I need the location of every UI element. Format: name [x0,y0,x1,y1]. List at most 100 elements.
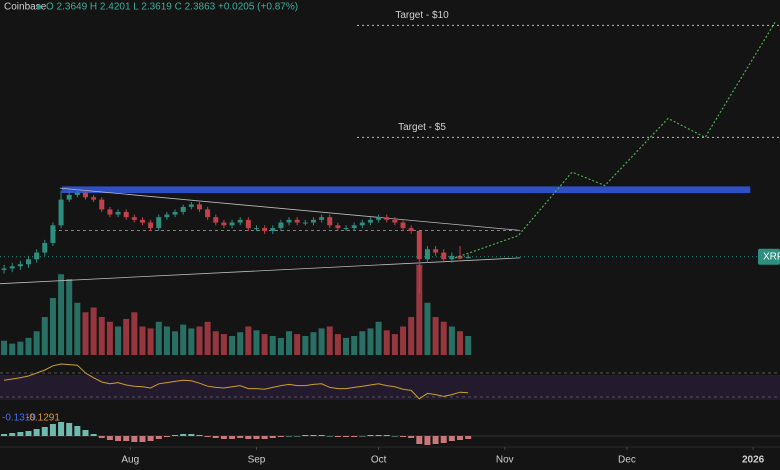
macd-bar [9,433,16,436]
macd-bar [302,435,309,436]
macd-bar [98,436,105,438]
macd-bar [106,436,113,440]
macd-bar [25,431,32,436]
macd-bar [115,436,122,441]
macd-bar [367,435,374,436]
volume-bar [294,334,301,355]
candle-body [34,252,40,260]
volume-bar [180,324,187,355]
macd-bar [359,436,366,437]
macd-bar [196,435,203,436]
candle-body [82,192,88,198]
candle-body [205,209,211,218]
candle-body [1,268,7,270]
volume-bar [237,332,244,355]
candle-body [253,228,259,230]
candle-body [270,228,276,231]
candle-body [408,228,414,231]
volume-bar [66,279,73,355]
volume-bar [106,321,113,355]
price-tag [758,248,780,265]
candle-body [74,192,80,195]
candle-body [172,211,178,215]
candle-body [245,219,251,229]
volume-bar [440,321,447,355]
volume-bar [58,274,65,355]
macd-bar [1,434,8,436]
candle-body [416,230,422,260]
candle-body [213,217,219,223]
candle-body [17,264,23,267]
ohlc-label: O 2.3649 H 2.4201 L 2.3619 C 2.3863 +0.0… [46,2,298,13]
macd-label: -0.1319 [2,413,36,424]
volume-bar [318,328,325,355]
volume-bar [212,331,219,355]
macd-bar [139,436,146,442]
candle-body [148,222,154,229]
candle-body [400,222,406,229]
candle-body [335,225,341,229]
candle-body [107,209,113,215]
candle-body [262,228,268,231]
macd-bar [147,436,154,441]
candle-body [237,219,243,223]
macd-bar [155,436,162,439]
volume-bar [115,326,122,355]
macd-bar [237,436,244,438]
volume-bar [326,326,333,355]
candle-body [164,214,170,218]
volume-bar [229,336,236,355]
projection-line [454,21,776,259]
macd-bar [294,436,301,437]
volume-bar [416,264,423,355]
candle-body [221,222,227,226]
candle-body [180,206,186,212]
volume-bar [196,326,203,355]
volume-bar [90,307,97,355]
candle-body [9,266,15,269]
volume-bar [163,326,170,355]
resistance-band [61,186,751,194]
candle-body [66,194,72,200]
macd-bar [33,429,40,436]
candle-body [433,249,439,253]
macd-bar [163,436,170,437]
volume-bar [82,312,89,355]
candle-body [302,222,308,224]
volume-bar [351,336,358,355]
candle-body [441,252,447,260]
volume-bar [465,336,472,355]
macd-bar [253,436,260,439]
volume-bar [400,326,407,355]
candle-body [42,242,48,253]
candle-body [91,197,97,200]
macd-bar [326,436,333,437]
candle-body [376,217,382,220]
volume-bar [123,318,130,355]
candle-body [424,249,430,260]
candle-body [50,225,56,243]
macd-bar [351,436,358,437]
candle-body [343,228,349,230]
candle-body [294,219,300,223]
macd-bar [17,432,24,436]
macd-bar [318,435,325,436]
macd-bar [334,436,341,437]
volume-bar [1,340,8,355]
macd-bar [448,436,455,441]
volume-bar [147,328,154,355]
rsi-band [0,375,780,400]
volume-bar [155,321,162,355]
candle-body [392,219,398,223]
macd-bar [74,426,81,436]
volume-bar [302,336,309,355]
candle-body [156,217,162,229]
volume-bar [269,336,276,355]
volume-bar [457,331,464,355]
macd-bar [188,434,195,436]
candle-body [384,217,390,220]
macd-bar [131,436,138,442]
volume-bar [204,321,211,355]
volume-bar [33,331,40,355]
volume-bar [343,337,350,355]
